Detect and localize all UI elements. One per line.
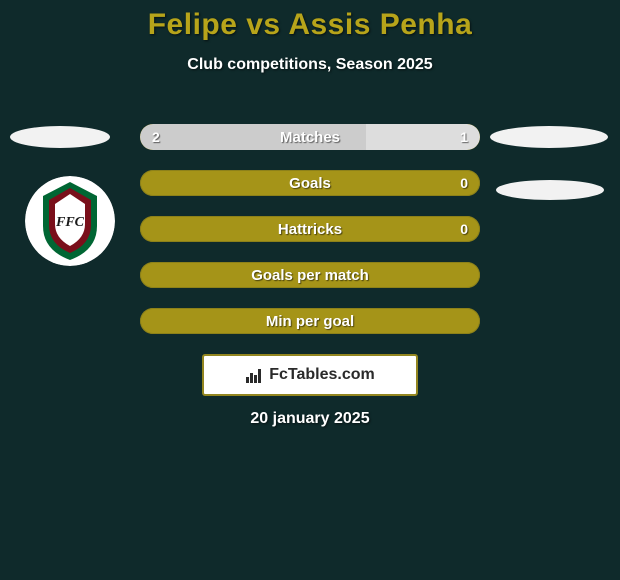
date-text: 20 january 2025 <box>0 410 620 428</box>
stat-label: Min per goal <box>140 313 480 330</box>
stat-label: Goals <box>140 175 480 192</box>
stat-value-right: 1 <box>460 129 468 145</box>
club-badge-icon: FFC <box>25 176 115 266</box>
stat-row-gpm: Goals per match <box>140 262 480 288</box>
stat-value-right: 0 <box>460 175 468 191</box>
player-right-ellipse-2 <box>496 180 604 200</box>
page-title: Felipe vs Assis Penha <box>0 0 620 42</box>
stat-label: Goals per match <box>140 267 480 284</box>
stat-label: Matches <box>140 129 480 146</box>
comparison-card: Felipe vs Assis Penha Club competitions,… <box>0 0 620 580</box>
stat-row-matches: 2Matches1 <box>140 124 480 150</box>
stat-row-hattricks: Hattricks0 <box>140 216 480 242</box>
fctables-attribution: FcTables.com <box>202 354 418 396</box>
svg-text:FFC: FFC <box>55 215 85 230</box>
stats-container: 2Matches1Goals0Hattricks0Goals per match… <box>140 124 480 354</box>
fctables-label: FcTables.com <box>269 366 375 384</box>
player-left-ellipse <box>10 126 110 148</box>
bars-icon <box>245 367 265 383</box>
club-badge: FFC <box>25 176 115 266</box>
stat-row-goals: Goals0 <box>140 170 480 196</box>
stat-label: Hattricks <box>140 221 480 238</box>
page-subtitle: Club competitions, Season 2025 <box>0 56 620 74</box>
stat-row-mpg: Min per goal <box>140 308 480 334</box>
player-right-ellipse-1 <box>490 126 608 148</box>
stat-value-right: 0 <box>460 221 468 237</box>
